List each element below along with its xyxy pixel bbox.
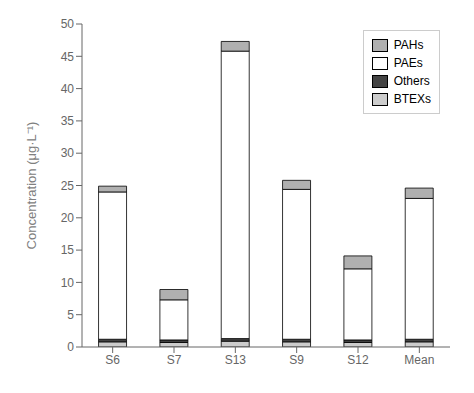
svg-text:15: 15: [61, 243, 75, 257]
html-text:BTEXs: BTEXs: [393, 92, 431, 106]
svg-text:Mean: Mean: [404, 353, 434, 367]
svg-text:25: 25: [61, 179, 75, 193]
svg-text:S6: S6: [105, 353, 120, 367]
svg-text:S7: S7: [167, 353, 182, 367]
svg-text:20: 20: [61, 211, 75, 225]
svg-text:35: 35: [61, 114, 75, 128]
svg-text:Concentration (μg·L⁻¹): Concentration (μg·L⁻¹): [24, 122, 39, 250]
svg-text:10: 10: [61, 276, 75, 290]
svg-text:S13: S13: [225, 353, 247, 367]
svg-text:0: 0: [67, 340, 74, 354]
html-text:Others: Others: [393, 74, 430, 88]
svg-text:S9: S9: [289, 353, 304, 367]
html-text:PAHs: PAHs: [393, 38, 424, 52]
html-text:PAEs: PAEs: [393, 56, 423, 70]
svg-text:S12: S12: [347, 353, 369, 367]
svg-text:30: 30: [61, 146, 75, 160]
svg-text:50: 50: [61, 17, 75, 31]
svg-text:5: 5: [67, 308, 74, 322]
svg-text:40: 40: [61, 82, 75, 96]
svg-text:45: 45: [61, 50, 75, 64]
